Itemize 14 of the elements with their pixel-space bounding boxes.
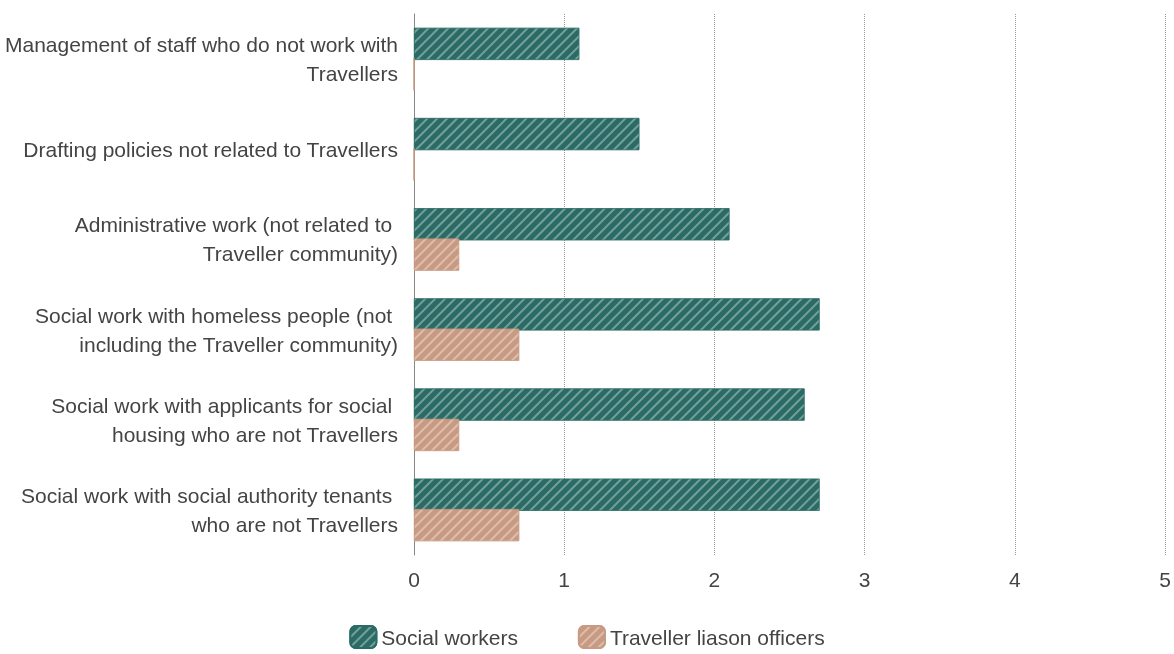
y-tick-label: Social work with homeless people (not including the Traveller community) [34,303,398,356]
x-tick-label: 2 [708,568,721,591]
y-tick-label: Management of staff who do not work with Travellers [5,33,398,86]
legend-label: Traveller liason officers [609,625,825,649]
x-tick-label: 0 [408,568,420,591]
y-tick-label: Social work with applicants for social housing who are not Travellers [51,393,398,446]
y-tick-label: Drafting policies not related to Travellers [23,137,398,161]
legend-label: Social workers [381,625,518,649]
y-tick-label: Social work with social authority tenants who are not Travellers [20,483,398,536]
x-tick-label: 5 [1159,568,1171,591]
x-tick-label: 4 [1008,568,1021,591]
x-tick-label: 3 [858,568,871,591]
y-tick-label: Administrative work (not related to Traveller community) [74,213,398,266]
x-tick-label: 1 [558,568,571,591]
